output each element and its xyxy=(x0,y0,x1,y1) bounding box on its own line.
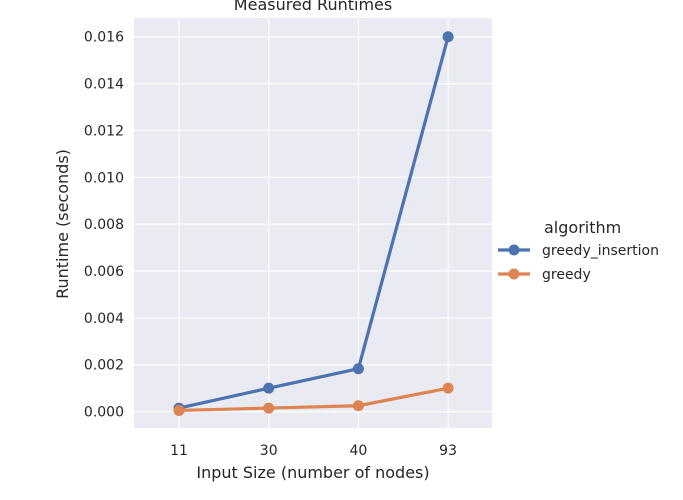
x-tick-labels: 11 30 40 93 xyxy=(170,443,457,459)
y-axis-label: Runtime (seconds) xyxy=(53,149,72,299)
x-tick-label: 93 xyxy=(439,443,457,459)
series-greedy_insertion xyxy=(173,31,454,414)
y-tick-label: 0.012 xyxy=(84,123,124,139)
plot-background xyxy=(134,18,492,428)
x-tick-label: 40 xyxy=(349,443,367,459)
data-point xyxy=(263,402,275,414)
data-point xyxy=(352,363,364,375)
series-line xyxy=(177,386,450,413)
legend-swatch-marker xyxy=(508,244,520,256)
y-tick-label: 0.008 xyxy=(84,217,124,233)
y-tick-label: 0.002 xyxy=(84,358,124,374)
y-tick-label: 0.006 xyxy=(84,264,124,280)
y-tick-label: 0.014 xyxy=(84,77,124,93)
y-tick-labels: 0.000 0.002 0.004 0.006 0.008 0.010 0.012 0.014… xyxy=(84,30,124,421)
legend-item-greedy: greedy xyxy=(498,267,591,283)
x-tick-label: 11 xyxy=(170,443,188,459)
legend-item-greedy_insertion: greedy_insertion xyxy=(498,243,659,259)
data-point xyxy=(442,31,454,43)
x-axis-label: Input Size (number of nodes) xyxy=(196,463,429,482)
y-tick-label: 0.016 xyxy=(84,30,124,46)
series-greedy xyxy=(173,382,454,416)
data-point xyxy=(352,400,364,412)
chart-title: Measured Runtimes xyxy=(234,0,392,14)
legend-label: greedy_insertion xyxy=(542,243,659,259)
data-point xyxy=(442,382,454,394)
series-line xyxy=(177,35,450,410)
grid xyxy=(134,18,492,428)
legend-swatch-marker xyxy=(508,268,520,280)
y-tick-label: 0.004 xyxy=(84,311,124,327)
y-tick-label: 0.000 xyxy=(84,405,124,421)
x-tick-label: 30 xyxy=(260,443,278,459)
legend-title: algorithm xyxy=(544,218,621,237)
y-tick-label: 0.010 xyxy=(84,170,124,186)
data-point xyxy=(173,404,185,416)
legend-label: greedy xyxy=(542,267,591,283)
series-lines xyxy=(173,31,454,416)
data-point xyxy=(263,382,275,394)
